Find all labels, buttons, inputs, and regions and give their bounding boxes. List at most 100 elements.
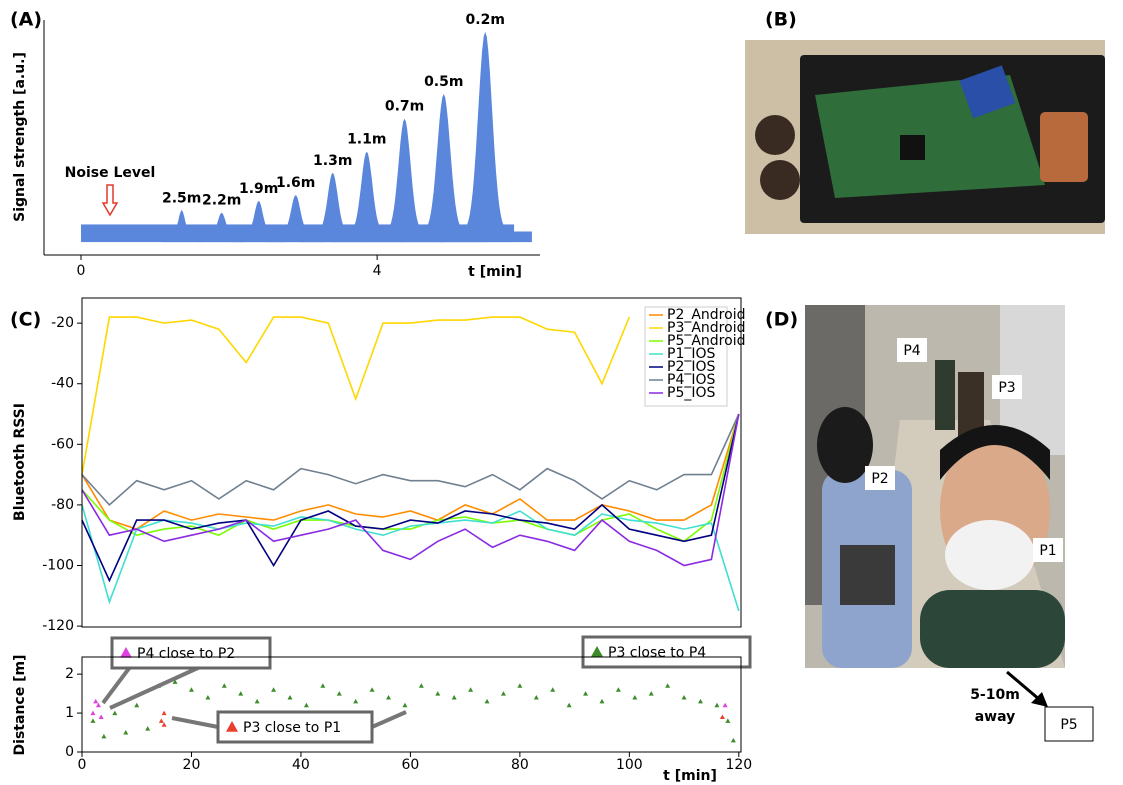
point: [484, 698, 490, 704]
series-line: [81, 413, 740, 567]
point: [697, 698, 703, 704]
peak-label: 2.5m: [162, 190, 201, 206]
point: [615, 687, 621, 692]
point: [730, 737, 736, 743]
x-axis-label: t [min]: [663, 768, 717, 784]
series-line: [81, 413, 740, 583]
photo-b: [745, 40, 1105, 234]
legend-label: P1_IOS: [667, 346, 715, 362]
coil: [755, 115, 795, 155]
point: [134, 702, 140, 708]
legend-box: [644, 306, 728, 407]
point: [435, 691, 441, 696]
legend-label: P2_Android: [667, 307, 745, 323]
inductor: [900, 135, 925, 160]
x-tick-label: 60: [401, 757, 419, 773]
point: [90, 710, 96, 716]
hair: [817, 407, 873, 483]
point: [254, 698, 260, 704]
label-box: [865, 466, 895, 490]
legend-marker: [226, 721, 238, 732]
point: [303, 702, 309, 708]
point: [145, 726, 151, 731]
panel-label: (C): [10, 309, 41, 331]
person-label: P3: [998, 380, 1015, 396]
point: [271, 687, 277, 692]
peak: [161, 210, 202, 243]
point: [566, 702, 572, 708]
legend-marker: [120, 647, 132, 658]
x-tick-label: 100: [616, 757, 643, 773]
point: [665, 683, 671, 688]
annotation-arrow: [101, 665, 132, 705]
y-tick-label: -120: [42, 618, 74, 634]
y-tick-label: -60: [51, 436, 74, 452]
hair: [940, 425, 1050, 480]
point: [402, 702, 408, 708]
arrow: [1006, 670, 1041, 702]
peak-label: 2.2m: [202, 193, 241, 209]
legend-label: P4_IOS: [667, 372, 715, 388]
peak-label: 1.1m: [347, 132, 386, 148]
point: [722, 702, 728, 708]
point: [161, 710, 167, 716]
point: [681, 694, 687, 700]
point: [205, 694, 211, 700]
point: [287, 694, 293, 700]
module: [959, 65, 1016, 119]
point: [648, 691, 654, 696]
distance-note: 5-10m: [970, 687, 1020, 703]
point: [550, 687, 556, 692]
y-tick-label: -40: [51, 376, 74, 392]
point: [238, 691, 244, 696]
peak-label: 1.6m: [276, 175, 315, 191]
x-tick-label: 80: [511, 757, 529, 773]
peak-label: 0.5m: [424, 74, 463, 90]
point: [221, 683, 227, 688]
point: [632, 694, 638, 700]
point: [101, 733, 107, 739]
y-tick-label: -20: [51, 315, 74, 331]
arrow-head: [1031, 692, 1048, 707]
legend-label: P5_IOS: [667, 385, 715, 401]
point: [158, 718, 164, 723]
point: [714, 702, 720, 708]
point: [369, 687, 375, 692]
series-line: [81, 413, 740, 530]
x-tick-label: 40: [292, 757, 310, 773]
label-box: [897, 338, 927, 362]
annotation-box: [110, 636, 272, 670]
peak: [400, 94, 488, 243]
x-tick-label: 20: [183, 757, 201, 773]
panel-label: (A): [10, 9, 42, 31]
point: [468, 687, 474, 692]
peak: [265, 195, 326, 243]
y-axis-label: Bluetooth RSSI: [12, 403, 28, 521]
annotation-arrow: [171, 716, 219, 729]
y-tick-label: -80: [51, 497, 74, 513]
legend-label: P3_Android: [667, 320, 745, 336]
x-axis-label: t [min]: [468, 264, 522, 280]
person: [958, 372, 984, 437]
y-tick-label: 1: [65, 705, 74, 721]
point: [353, 698, 359, 704]
peak-label: 1.3m: [313, 153, 352, 169]
point: [336, 691, 342, 696]
point: [93, 698, 99, 704]
series-line: [81, 413, 740, 543]
y-axis-label: Signal strength [a.u.]: [12, 52, 28, 222]
point: [123, 730, 129, 735]
point: [90, 718, 96, 723]
peak: [330, 151, 404, 243]
label-box: [1033, 538, 1063, 562]
panel-label: (D): [765, 309, 798, 331]
point: [320, 683, 326, 688]
coil: [760, 160, 800, 200]
device: [840, 545, 895, 605]
point: [725, 718, 731, 723]
point: [517, 683, 523, 688]
annotation-box: [581, 635, 752, 669]
peak: [364, 118, 445, 243]
